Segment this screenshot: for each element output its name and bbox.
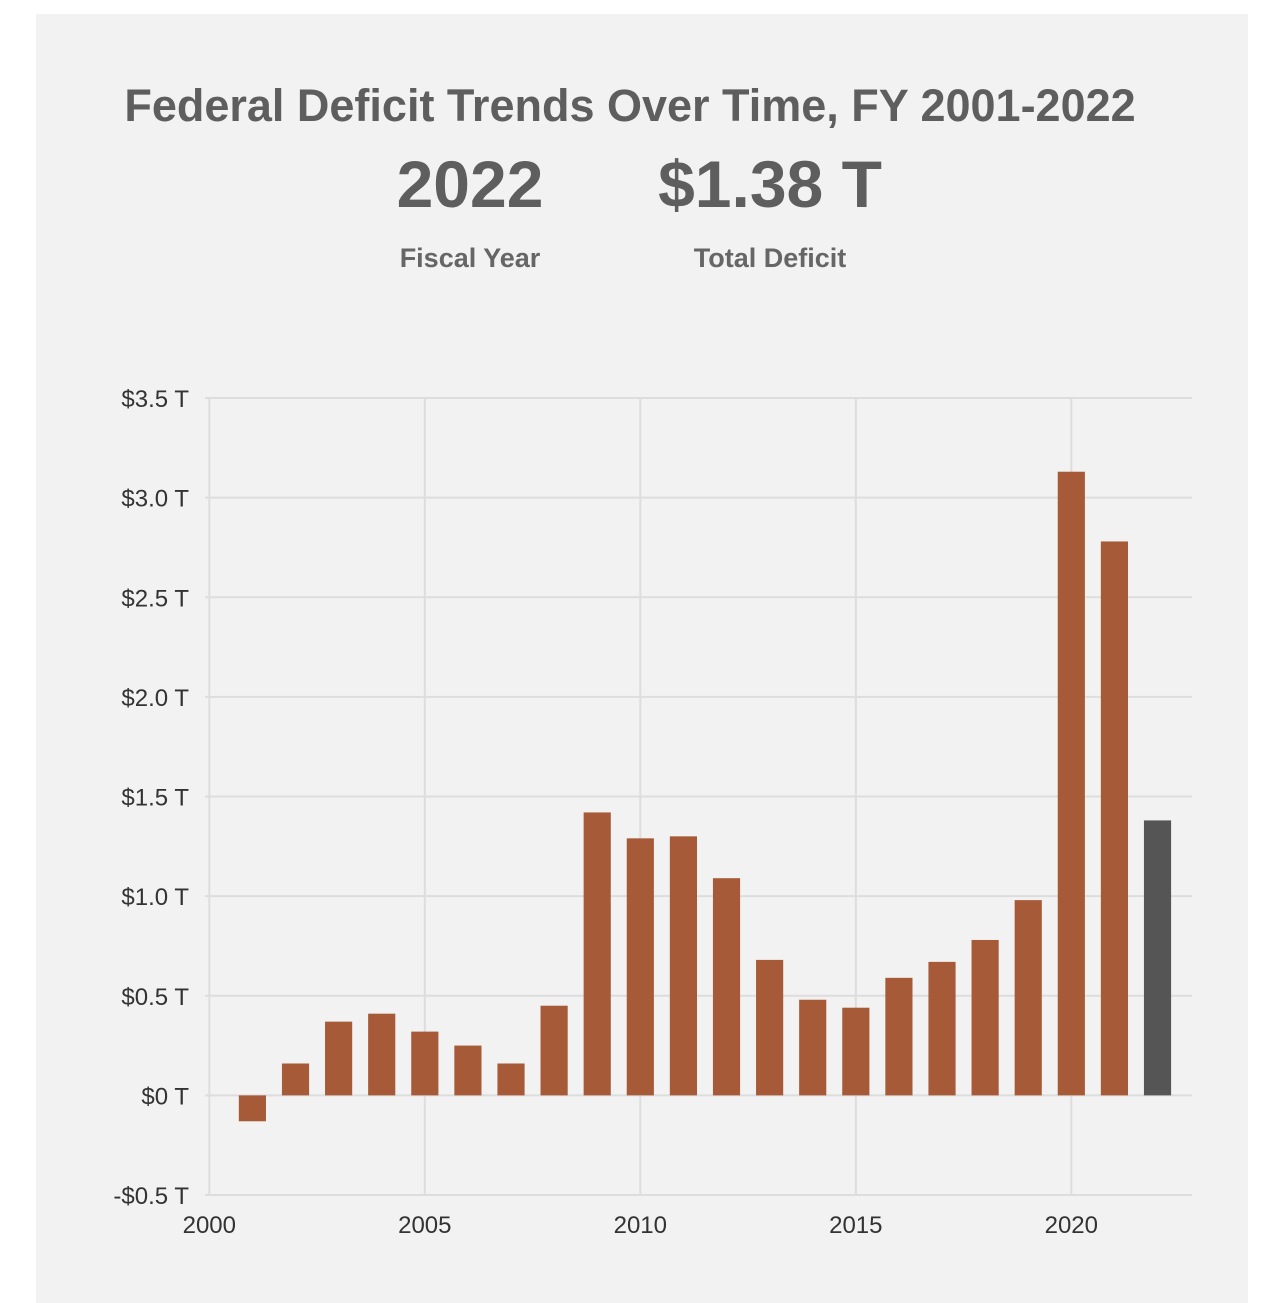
bar-2012[interactable] — [712, 878, 741, 1096]
x-tick-label: 2015 — [829, 1212, 882, 1239]
x-tick-label: 2005 — [398, 1212, 451, 1239]
bar-2003[interactable] — [325, 1021, 353, 1096]
y-tick-label: $3.5 T — [121, 386, 189, 413]
bar-2014[interactable] — [799, 999, 827, 1096]
bar-2009[interactable] — [583, 812, 611, 1096]
bar-2018[interactable] — [971, 939, 999, 1096]
grid-lines — [205, 397, 1192, 1196]
bar-2013[interactable] — [756, 959, 784, 1096]
bar-2002[interactable] — [281, 1063, 310, 1096]
bar-2005[interactable] — [411, 1031, 439, 1096]
y-tick-label: $2.0 T — [121, 685, 189, 712]
bar-2017[interactable] — [928, 961, 956, 1096]
kpi-fiscal-year-value: 2022 — [396, 147, 544, 221]
bar-2011[interactable] — [669, 836, 697, 1096]
bar-2004[interactable] — [368, 1013, 396, 1096]
y-tick-label: $1.5 T — [121, 785, 189, 812]
bar-2010[interactable] — [626, 838, 654, 1096]
y-tick-label: $3.0 T — [121, 486, 189, 513]
axis-labels: -$0.5 T $0 T $0.5 T $1.0 T $1.5 T $2.0 T $2.5 … — [113, 386, 1098, 1239]
bar-2007[interactable] — [497, 1063, 525, 1096]
y-tick-label: $0 T — [141, 1083, 189, 1110]
bar-2019[interactable] — [1014, 900, 1042, 1096]
y-tick-label: $0.5 T — [121, 984, 189, 1011]
bar-2001[interactable] — [238, 1095, 266, 1122]
bar-2021[interactable] — [1100, 541, 1128, 1096]
kpi-total-deficit-label: Total Deficit — [693, 243, 847, 273]
bar-2016[interactable] — [885, 977, 913, 1096]
x-tick-label: 2020 — [1045, 1212, 1098, 1239]
bar-2008[interactable] — [540, 1005, 568, 1096]
y-tick-label: -$0.5 T — [113, 1183, 189, 1210]
chart-title: Federal Deficit Trends Over Time, FY 200… — [124, 80, 1136, 131]
bar-2022[interactable] — [1143, 820, 1172, 1096]
kpi-fiscal-year-label: Fiscal Year — [399, 243, 541, 273]
y-tick-label: $1.0 T — [121, 884, 189, 911]
bar-2015[interactable] — [842, 1007, 870, 1096]
bars — [238, 471, 1172, 1122]
bar-2006[interactable] — [454, 1045, 482, 1096]
y-tick-label: $2.5 T — [121, 585, 189, 612]
kpi-total-deficit-value: $1.38 T — [658, 147, 882, 221]
x-tick-label: 2010 — [614, 1212, 667, 1239]
x-tick-label: 2000 — [183, 1212, 236, 1239]
bar-2020[interactable] — [1057, 471, 1085, 1096]
